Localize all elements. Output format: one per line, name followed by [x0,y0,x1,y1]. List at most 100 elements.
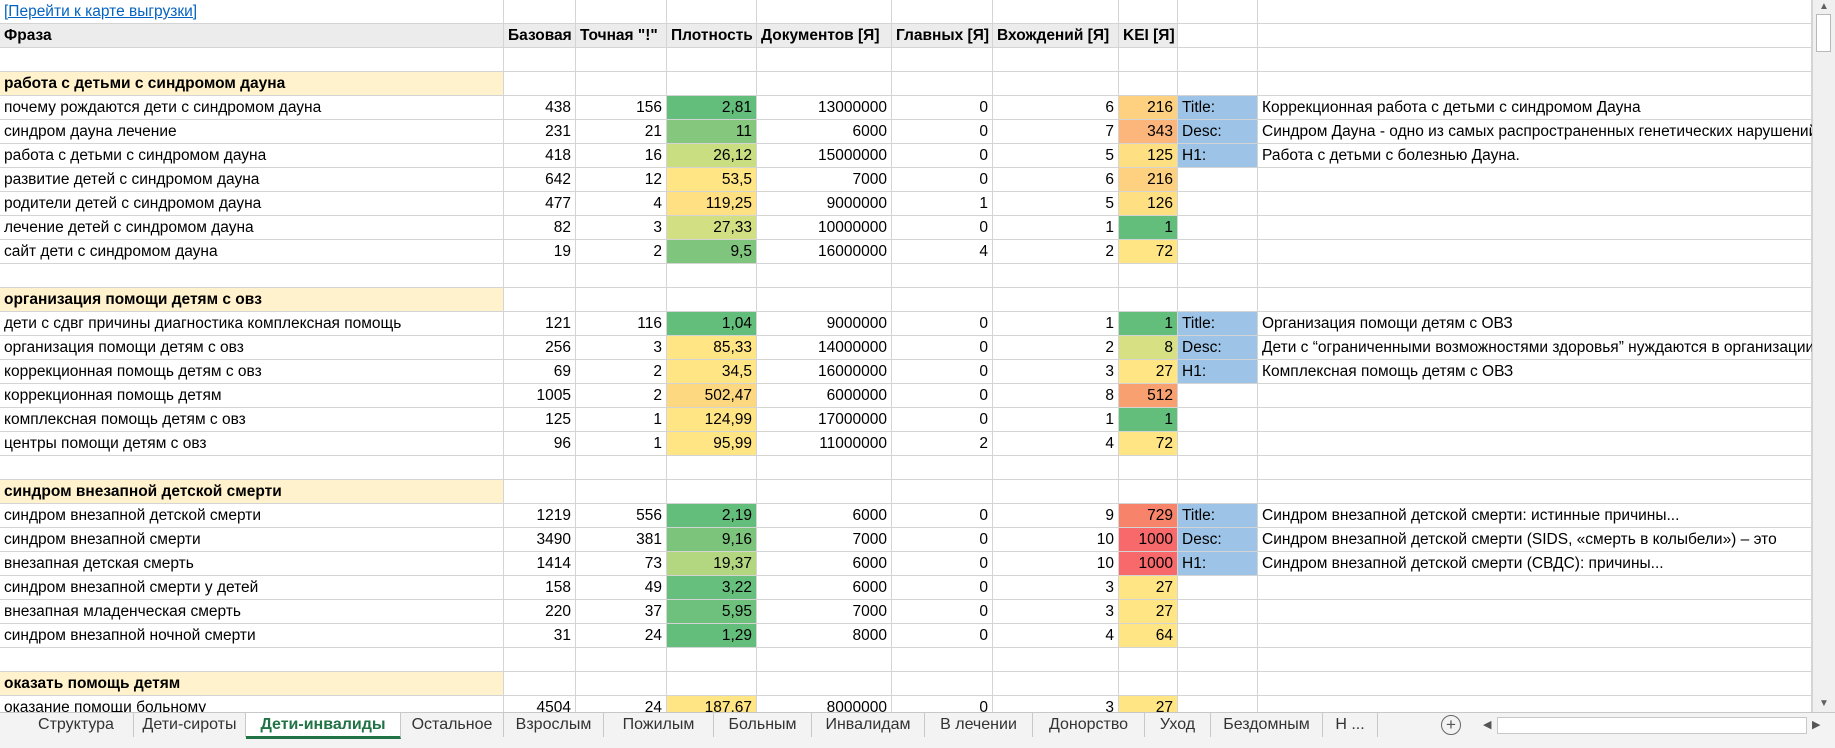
export-map-link[interactable]: [Перейти к карте выгрузки] [0,0,504,24]
sheet-tab[interactable]: Взрослым [504,713,604,737]
density-cell[interactable]: 9,16 [667,528,757,552]
docs-cell[interactable]: 17000000 [757,408,892,432]
kei-cell[interactable]: 216 [1119,96,1178,120]
horizontal-scrollbar[interactable] [1497,717,1807,734]
sheet-tab[interactable]: Бездомным [1211,713,1323,737]
docs-cell[interactable]: 9000000 [757,312,892,336]
occ-cell[interactable]: 10 [993,528,1119,552]
exact-cell[interactable]: 73 [576,552,667,576]
main-cell[interactable]: 0 [892,312,993,336]
density-cell[interactable]: 2,19 [667,504,757,528]
docs-cell[interactable]: 9000000 [757,192,892,216]
exact-cell[interactable]: 116 [576,312,667,336]
triangle-right-icon[interactable]: ▶ [1812,719,1821,731]
exact-cell[interactable]: 2 [576,360,667,384]
exact-cell[interactable]: 1 [576,432,667,456]
base-cell[interactable]: 3490 [504,528,576,552]
kei-cell[interactable]: 1 [1119,408,1178,432]
phrase-cell[interactable]: синдром внезапной смерти у детей [0,576,504,600]
sheet-tab[interactable]: Донорство [1033,713,1145,737]
density-cell[interactable]: 85,33 [667,336,757,360]
scroll-up-icon[interactable]: ▲ [1819,1,1829,12]
meta-text[interactable]: Синдром внезапной детской смерти (SIDS, … [1258,528,1812,552]
base-cell[interactable]: 19 [504,240,576,264]
main-cell[interactable]: 0 [892,384,993,408]
exact-cell[interactable]: 37 [576,600,667,624]
phrase-cell[interactable]: комплексная помощь детям с овз [0,408,504,432]
meta-text[interactable]: Комплексная помощь детям с ОВЗ [1258,360,1812,384]
meta-text[interactable]: Работа с детьми с болезнью Дауна. [1258,144,1812,168]
kei-cell[interactable]: 8 [1119,336,1178,360]
meta-text[interactable]: Синдром внезапной детской смерти (СВДС):… [1258,552,1812,576]
base-cell[interactable]: 31 [504,624,576,648]
kei-cell[interactable]: 1 [1119,312,1178,336]
exact-cell[interactable]: 2 [576,240,667,264]
docs-cell[interactable]: 6000000 [757,384,892,408]
occ-cell[interactable]: 4 [993,432,1119,456]
sheet-tab[interactable]: Больным [714,713,812,737]
phrase-cell[interactable]: внезапная детская смерть [0,552,504,576]
exact-cell[interactable]: 2 [576,384,667,408]
spreadsheet-grid[interactable]: [Перейти к карте выгрузки] Фраза Базовая То… [0,0,1812,712]
exact-cell[interactable]: 16 [576,144,667,168]
main-cell[interactable]: 0 [892,144,993,168]
exact-cell[interactable]: 24 [576,624,667,648]
occ-cell[interactable]: 6 [993,96,1119,120]
kei-cell[interactable]: 27 [1119,360,1178,384]
docs-cell[interactable]: 6000 [757,504,892,528]
density-cell[interactable]: 95,99 [667,432,757,456]
docs-cell[interactable]: 7000 [757,600,892,624]
occ-cell[interactable]: 4 [993,624,1119,648]
docs-cell[interactable]: 7000 [757,168,892,192]
density-cell[interactable]: 119,25 [667,192,757,216]
occ-cell[interactable]: 2 [993,336,1119,360]
exact-cell[interactable]: 21 [576,120,667,144]
kei-cell[interactable]: 27 [1119,600,1178,624]
phrase-cell[interactable]: синдром внезапной детской смерти [0,504,504,528]
kei-cell[interactable]: 216 [1119,168,1178,192]
kei-cell[interactable]: 72 [1119,432,1178,456]
base-cell[interactable]: 1219 [504,504,576,528]
kei-cell[interactable]: 1 [1119,216,1178,240]
base-cell[interactable]: 642 [504,168,576,192]
main-cell[interactable]: 0 [892,552,993,576]
base-cell[interactable]: 125 [504,408,576,432]
phrase-cell[interactable]: синдром внезапной смерти [0,528,504,552]
phrase-cell[interactable]: лечение детей с синдромом дауна [0,216,504,240]
sheet-tab[interactable]: Дети-инвалиды [246,713,401,739]
base-cell[interactable]: 158 [504,576,576,600]
docs-cell[interactable]: 8000000 [757,696,892,712]
occ-cell[interactable]: 2 [993,240,1119,264]
meta-text[interactable]: Дети с “ограниченными возможностями здор… [1258,336,1812,360]
kei-cell[interactable]: 1000 [1119,528,1178,552]
docs-cell[interactable]: 8000 [757,624,892,648]
plus-circle-icon[interactable]: + [1441,715,1461,735]
meta-text[interactable]: Синдром Дауна - одно из самых распростра… [1258,120,1812,144]
sheet-tab[interactable]: Инвалидам [812,713,925,737]
sheet-tab[interactable]: В лечении [925,713,1033,737]
main-cell[interactable]: 0 [892,360,993,384]
exact-cell[interactable]: 381 [576,528,667,552]
docs-cell[interactable]: 6000 [757,120,892,144]
docs-cell[interactable]: 15000000 [757,144,892,168]
occ-cell[interactable]: 3 [993,696,1119,712]
vertical-scrollbar[interactable]: ▲ ▼ [1812,0,1835,712]
kei-cell[interactable]: 343 [1119,120,1178,144]
base-cell[interactable]: 82 [504,216,576,240]
occ-cell[interactable]: 3 [993,360,1119,384]
density-cell[interactable]: 11 [667,120,757,144]
kei-cell[interactable]: 72 [1119,240,1178,264]
kei-cell[interactable]: 125 [1119,144,1178,168]
scroll-down-icon[interactable]: ▼ [1819,698,1829,709]
occ-cell[interactable]: 3 [993,576,1119,600]
exact-cell[interactable]: 24 [576,696,667,712]
vertical-scroll-thumb[interactable] [1816,14,1831,52]
docs-cell[interactable]: 10000000 [757,216,892,240]
density-cell[interactable]: 9,5 [667,240,757,264]
exact-cell[interactable]: 556 [576,504,667,528]
sheet-tab[interactable]: Структура [19,713,134,737]
occ-cell[interactable]: 5 [993,144,1119,168]
kei-cell[interactable]: 512 [1119,384,1178,408]
base-cell[interactable]: 1414 [504,552,576,576]
density-cell[interactable]: 502,47 [667,384,757,408]
